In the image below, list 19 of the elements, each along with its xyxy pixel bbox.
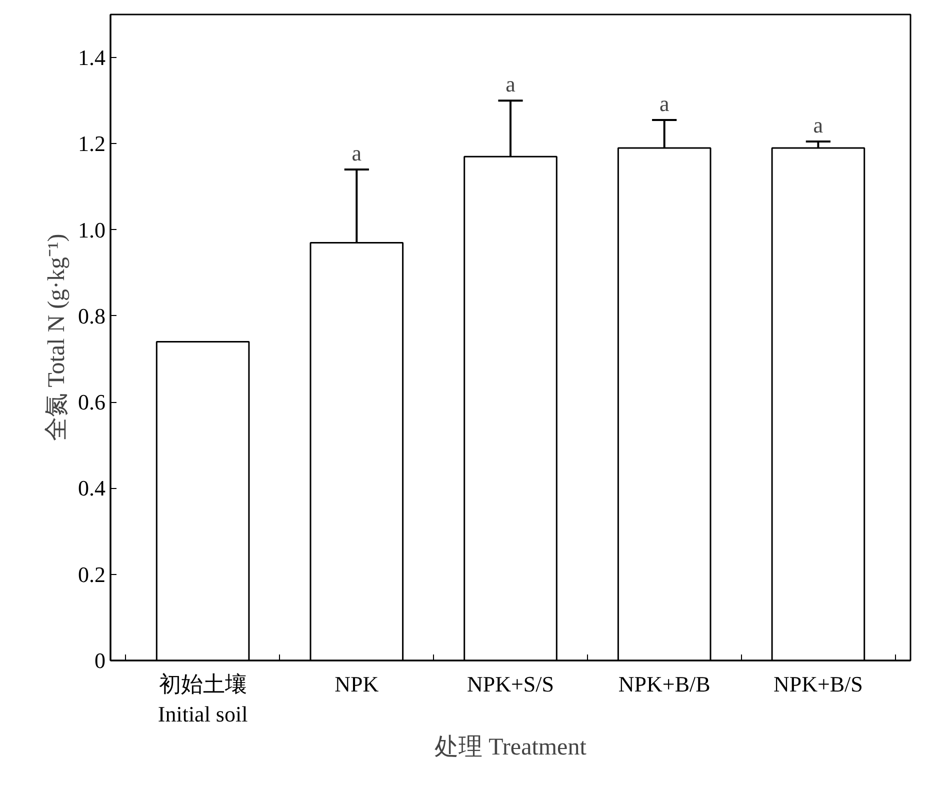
y-tick-label: 0.4 <box>78 476 106 501</box>
y-tick-label: 0.6 <box>78 390 106 415</box>
y-tick-label: 0 <box>94 648 106 673</box>
y-tick-label: 0.8 <box>78 303 106 328</box>
x-axis-title: 处理 Treatment <box>434 734 587 760</box>
y-tick-label: 0.2 <box>78 562 106 587</box>
x-tick-label: NPK+B/B <box>618 672 710 696</box>
annotation: a <box>813 112 824 138</box>
y-tick-label: 1.2 <box>78 131 106 156</box>
y-axis-title: 全氮 Total N (g·kg⁻¹) <box>44 234 70 442</box>
annotation: a <box>352 140 362 166</box>
x-tick-label: NPK+B/S <box>773 672 863 696</box>
x-tick-label: NPK <box>334 672 379 696</box>
y-tick-label: 1.4 <box>78 45 106 70</box>
annotation: a <box>659 91 670 116</box>
annotation: a <box>506 72 516 97</box>
y-tick-label: 1.0 <box>78 217 106 242</box>
x-tick-label: NPK+S/S <box>467 672 554 696</box>
x-tick-label: 初始土壤 Initial soil <box>158 672 248 726</box>
